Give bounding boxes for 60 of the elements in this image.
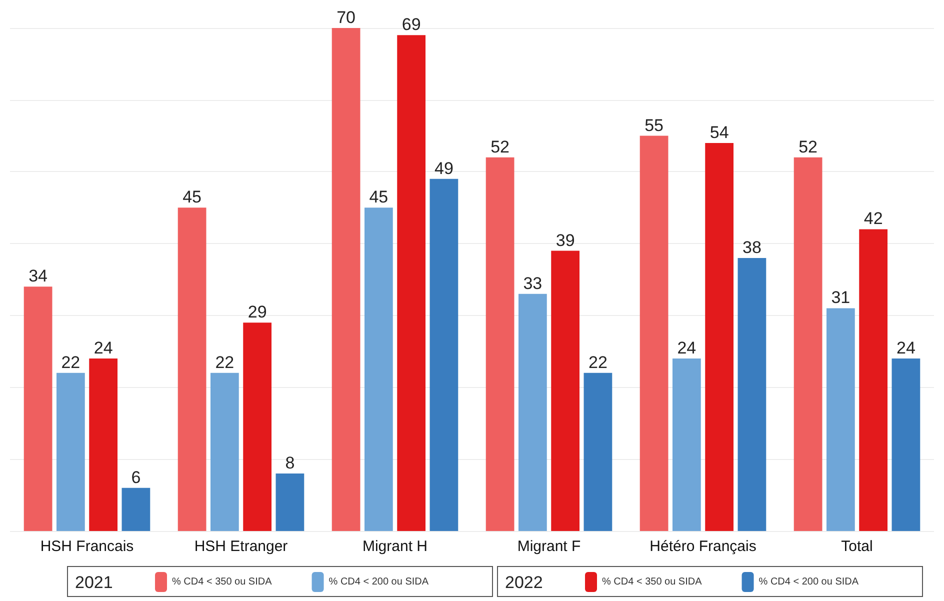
data-label: 8: [285, 454, 295, 473]
legend-label: % CD4 < 200 ou SIDA: [758, 576, 859, 588]
bar: [276, 474, 304, 531]
bar: [738, 258, 766, 531]
data-label: 22: [215, 352, 234, 372]
bar: [705, 142, 734, 531]
x-tick-label: Hétéro Français: [650, 538, 756, 555]
data-label: 55: [644, 116, 664, 135]
x-tick-label: HSH Etranger: [194, 538, 288, 555]
data-label: 52: [798, 137, 818, 156]
data-label: 52: [490, 137, 510, 156]
data-label: 39: [556, 230, 575, 250]
bar: [518, 294, 547, 531]
x-tick-label: Migrant F: [517, 538, 581, 555]
data-label: 33: [523, 274, 542, 293]
bar: [24, 286, 52, 531]
data-label: 6: [131, 468, 141, 487]
bar: [430, 178, 458, 531]
bar: [859, 229, 888, 531]
bar: [243, 322, 272, 531]
data-label: 34: [28, 266, 48, 286]
bar: [178, 208, 206, 531]
bar: [640, 136, 668, 531]
bar: [826, 308, 855, 531]
data-label: 22: [588, 352, 608, 372]
bar: [210, 372, 239, 531]
x-tick-label: Total: [841, 538, 873, 555]
bar: [89, 358, 118, 531]
data-label: 24: [94, 338, 113, 358]
data-label: 31: [831, 288, 850, 308]
legend-label: % CD4 < 350 ou SIDA: [172, 576, 272, 588]
data-label: 42: [864, 209, 883, 228]
data-label: 22: [61, 352, 80, 372]
bar: [364, 208, 393, 531]
bar: [551, 250, 580, 531]
data-label: 69: [402, 15, 421, 34]
bar: [486, 157, 514, 531]
text: 2022: [505, 573, 543, 592]
x-tick-label: Migrant H: [362, 538, 428, 555]
data-label: 49: [434, 158, 454, 178]
data-label: 24: [896, 338, 916, 358]
bar: [892, 358, 920, 531]
data-label: 45: [369, 188, 388, 207]
data-label: 45: [182, 188, 202, 207]
bar: [332, 28, 360, 531]
legend-label: % CD4 < 350 ou SIDA: [602, 576, 702, 588]
bar: [122, 488, 150, 531]
x-tick-label: HSH Francais: [40, 538, 134, 555]
data-label: 24: [677, 338, 696, 358]
data-label: 38: [742, 238, 762, 257]
bar: [672, 358, 701, 531]
bar: [794, 157, 822, 531]
data-label: 54: [710, 122, 729, 142]
data-label: 29: [248, 302, 267, 322]
bar: [397, 35, 426, 531]
data-label: 70: [336, 8, 356, 27]
bar: [584, 372, 612, 531]
text: 2021: [75, 573, 113, 592]
bar: [56, 372, 85, 531]
legend-label: % CD4 < 200 ou SIDA: [328, 576, 429, 588]
